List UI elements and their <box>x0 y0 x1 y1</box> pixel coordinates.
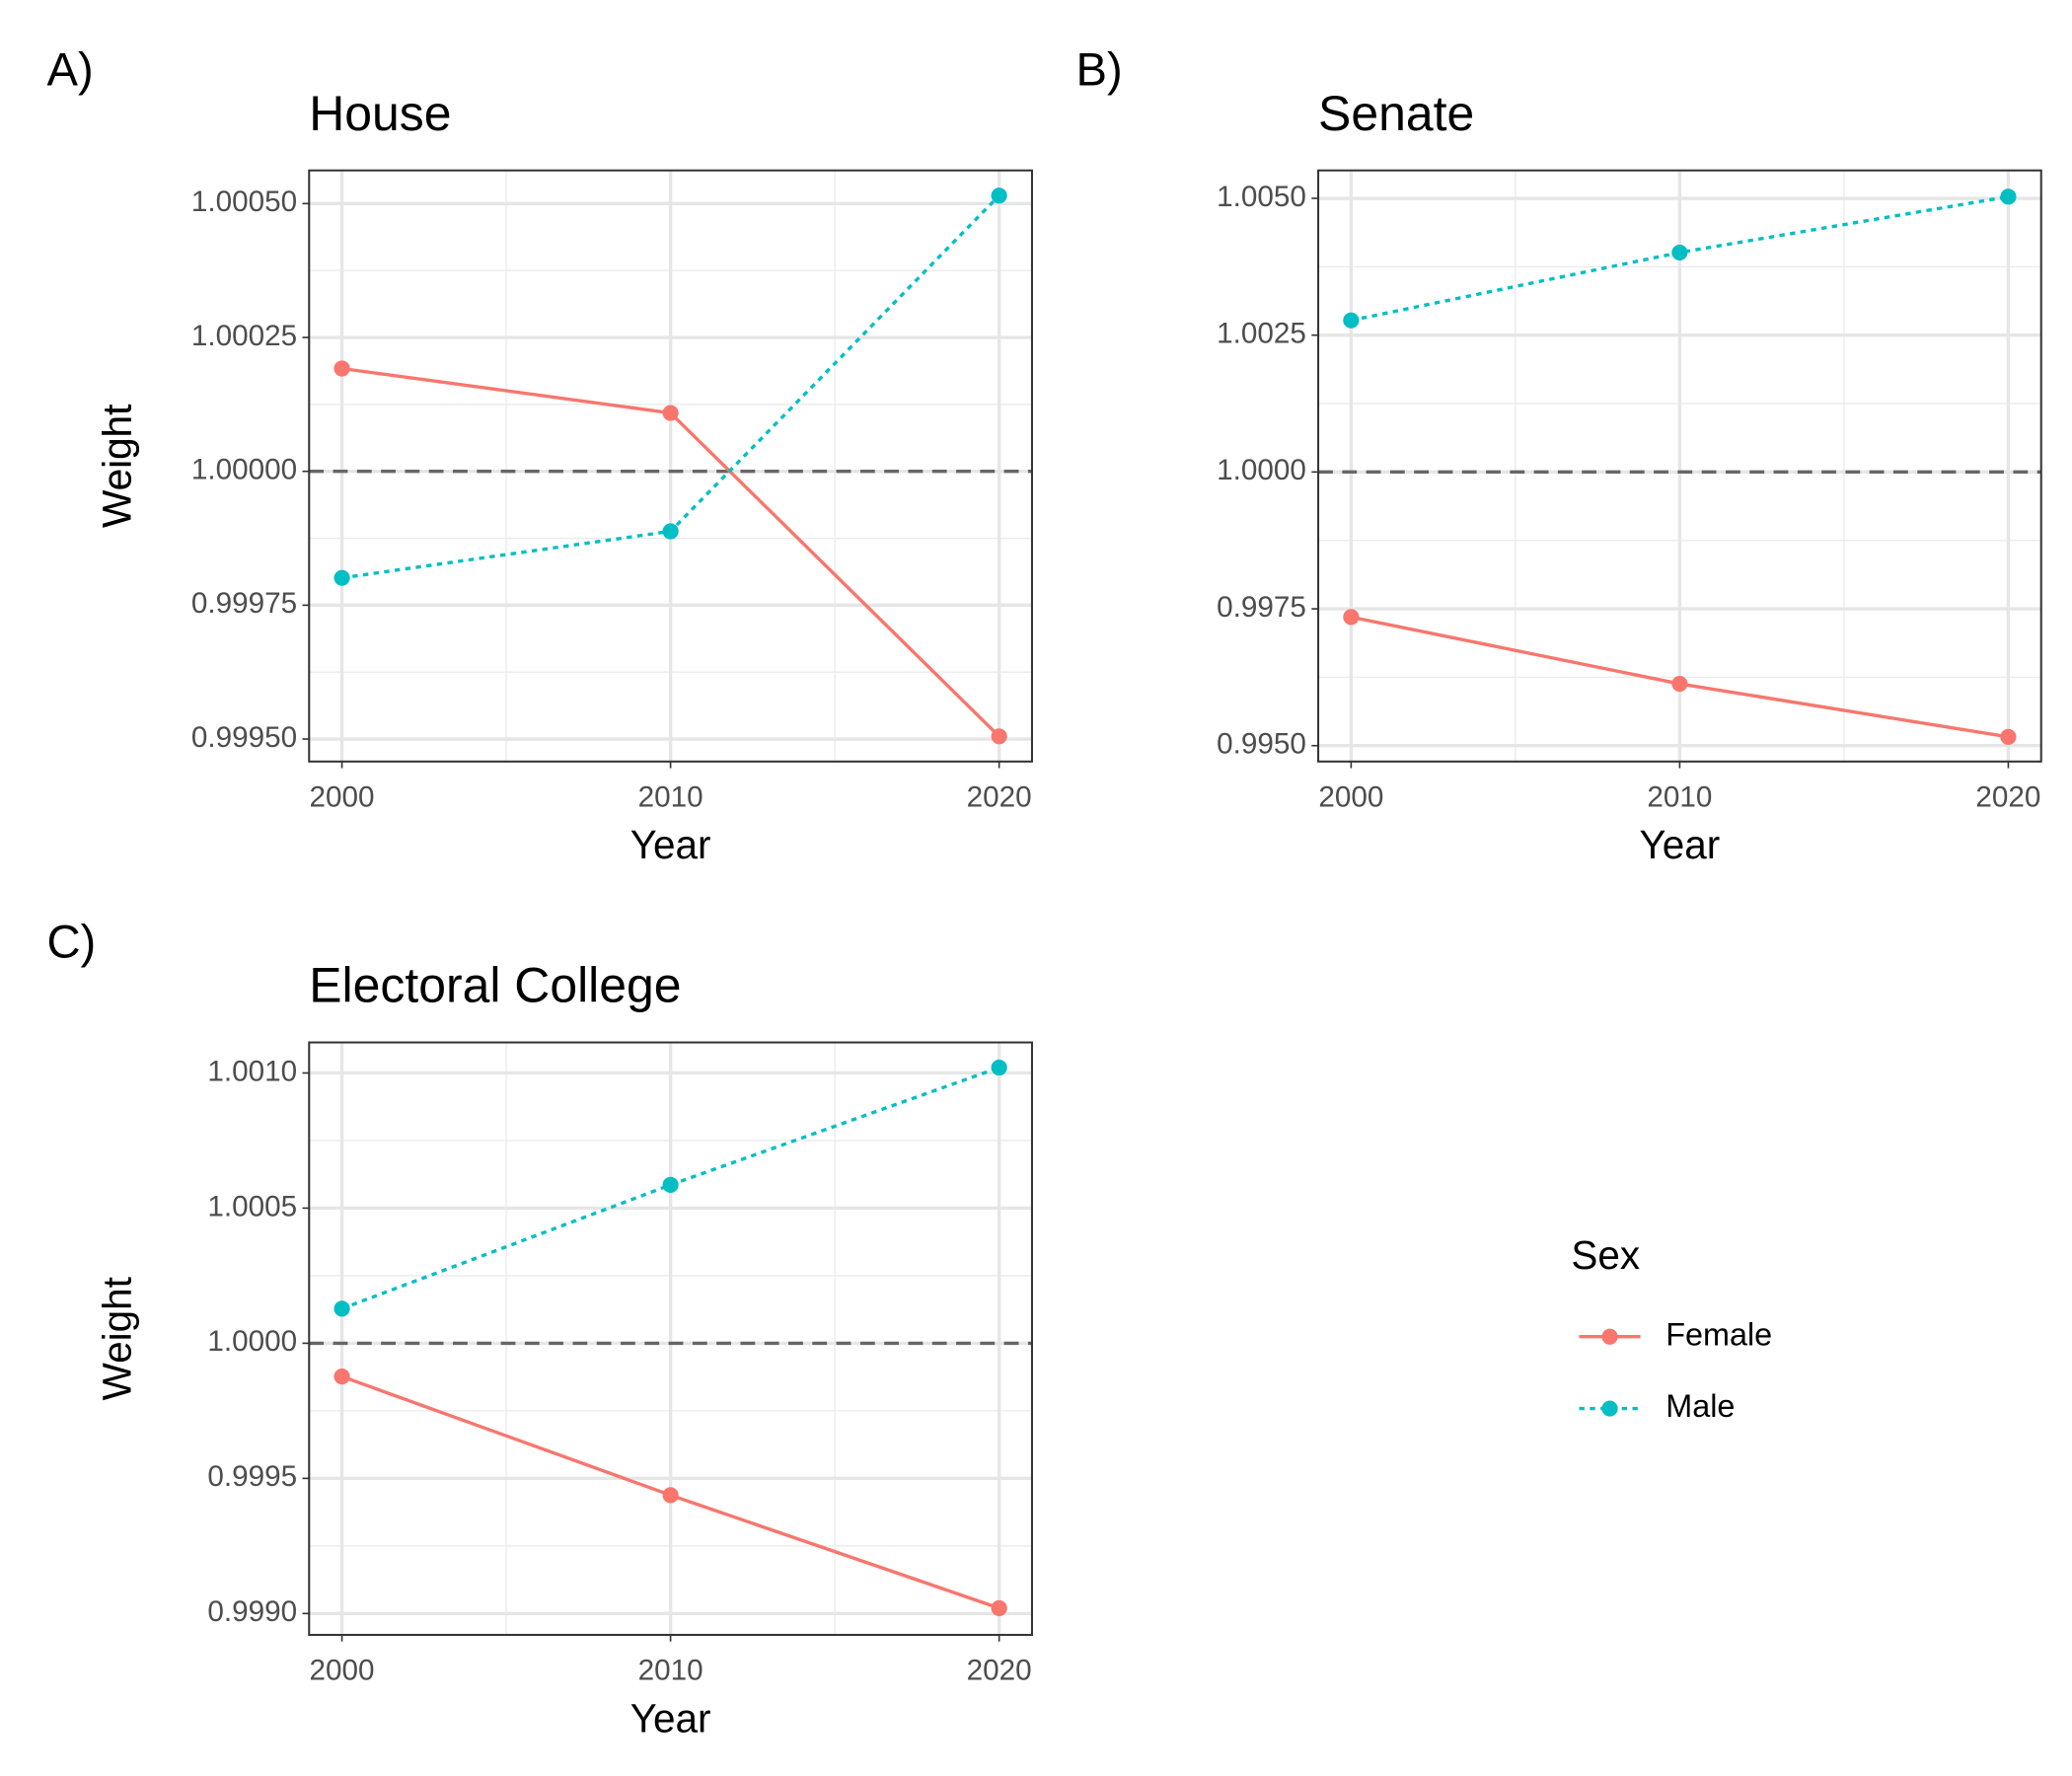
x-tick-label: 2010 <box>638 780 703 813</box>
data-point <box>991 1059 1007 1076</box>
legend-label: Female <box>1665 1316 1772 1352</box>
legend-point <box>1601 1400 1618 1417</box>
plot-border <box>308 169 1033 763</box>
legend-title: Sex <box>1571 1232 1640 1278</box>
y-tick-label: 1.00025 <box>191 320 297 352</box>
data-point <box>991 728 1007 745</box>
data-point <box>333 360 350 377</box>
panel-label: B) <box>1075 44 1122 97</box>
chart-title: Electoral College <box>309 958 681 1013</box>
x-tick-label: 2020 <box>967 780 1032 813</box>
plot-border <box>1317 169 2042 763</box>
data-point <box>1671 244 1688 261</box>
x-tick-label: 2000 <box>310 780 375 813</box>
x-tick-label: 2000 <box>1318 780 1383 813</box>
y-tick-label: 1.0005 <box>207 1190 297 1222</box>
data-point <box>1343 609 1360 626</box>
data-point <box>2000 728 2017 745</box>
y-tick-label: 1.0050 <box>1217 181 1306 213</box>
y-tick-label: 0.9995 <box>207 1460 297 1493</box>
series-line <box>1351 194 2009 323</box>
y-tick-label: 0.9950 <box>1217 728 1306 761</box>
legend-label: Male <box>1665 1388 1735 1424</box>
chart-title: House <box>309 86 451 141</box>
panel-label: A) <box>46 44 93 97</box>
data-point <box>991 1599 1007 1616</box>
data-point <box>662 523 679 540</box>
y-tick-label: 1.00050 <box>191 185 297 218</box>
x-tick-label: 2010 <box>638 1655 703 1687</box>
y-axis-label: Weight <box>94 405 139 528</box>
y-tick-label: 0.99975 <box>191 587 297 620</box>
y-axis-label: Weight <box>94 405 139 528</box>
data-point <box>662 1487 679 1504</box>
data-point <box>991 187 1007 204</box>
data-point <box>2000 188 2017 205</box>
x-tick-label: 2020 <box>967 1655 1032 1687</box>
y-axis-label: Weight <box>94 1277 139 1400</box>
y-tick-label: 1.0000 <box>207 1325 297 1358</box>
data-point <box>1343 312 1360 329</box>
y-tick-label: 1.0010 <box>207 1055 297 1087</box>
y-tick-label: 0.9990 <box>207 1595 297 1628</box>
x-tick-label: 2000 <box>310 1655 375 1687</box>
data-point <box>333 1300 350 1317</box>
plot-border <box>308 1041 1033 1636</box>
data-point <box>662 405 679 421</box>
x-axis-label: Year <box>630 1695 711 1740</box>
y-tick-label: 1.0000 <box>1217 454 1306 486</box>
data-point <box>1671 675 1688 693</box>
x-tick-label: 2010 <box>1647 780 1712 813</box>
x-axis-label: Year <box>630 822 711 867</box>
y-tick-label: 0.9975 <box>1217 591 1306 624</box>
x-tick-label: 2020 <box>1975 780 2040 813</box>
x-axis-label: Year <box>1640 822 1721 867</box>
chart-title: Senate <box>1318 86 1474 141</box>
data-point <box>662 1176 679 1193</box>
data-point <box>333 1369 350 1385</box>
legend-point <box>1601 1328 1618 1345</box>
panel-label: C) <box>46 916 96 968</box>
y-tick-label: 0.99950 <box>191 721 297 754</box>
y-tick-label: 1.00000 <box>191 454 297 486</box>
y-tick-label: 1.0025 <box>1217 318 1306 350</box>
data-point <box>333 569 350 586</box>
